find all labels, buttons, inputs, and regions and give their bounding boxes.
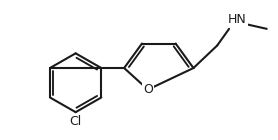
Text: Cl: Cl: [70, 116, 82, 128]
Text: HN: HN: [228, 13, 246, 25]
Text: O: O: [143, 83, 153, 96]
